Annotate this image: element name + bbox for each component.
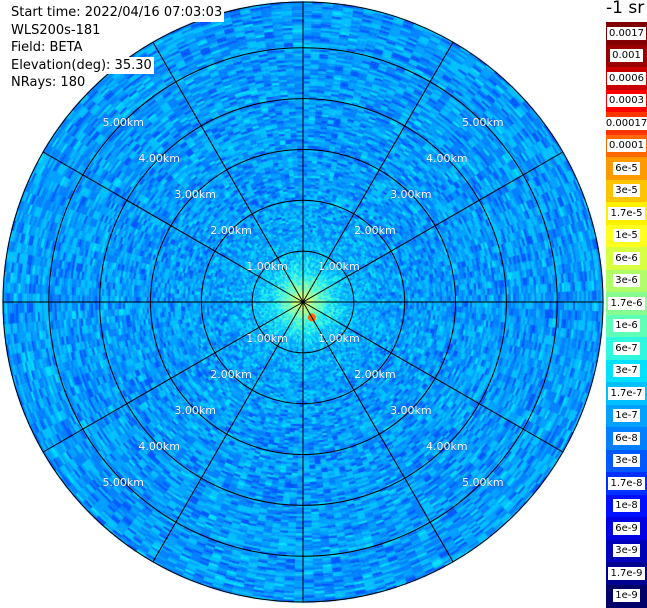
range-ring-label: 3.00km: [390, 188, 432, 201]
elevation-label: Elevation(deg): 35.30: [10, 56, 154, 74]
range-ring-label: 3.00km: [390, 404, 432, 417]
colorbar-tick-label: 3e-9: [613, 544, 640, 558]
range-ring-label: 4.00km: [426, 152, 468, 165]
range-ring-label: 1.00km: [318, 260, 360, 273]
colorbar-tick-label: 1.7e-7: [608, 386, 645, 400]
range-ring-label: 2.00km: [210, 368, 252, 381]
colorbar-tick-label: 0.0001: [607, 139, 646, 153]
field-label: Field: BETA: [10, 39, 85, 57]
range-ring-label: 4.00km: [138, 152, 180, 165]
colorbar-tick-label: 6e-6: [613, 251, 640, 265]
azimuth-spoke: [302, 41, 454, 303]
metadata-panel: Start time: 2022/04/16 07:03:03 WLS200s-…: [10, 4, 225, 92]
colorbar-tick-label: 0.0006: [607, 71, 646, 85]
range-ring-label: 1.00km: [318, 332, 360, 345]
instrument-label: WLS200s-181: [10, 21, 103, 39]
colorbar-tick-label: 6e-5: [613, 161, 640, 175]
colorbar-tick-label: 1.7e-5: [608, 206, 645, 220]
colorbar-tick-label: 1e-5: [613, 229, 640, 243]
ppi-overlay: 1.00km 1.00km 1.00km 1.00km 2.00km 2.00km 2.00…: [2, 1, 604, 603]
range-ring-label: 1.00km: [246, 260, 288, 273]
colorbar-tick-label: 3e-6: [613, 274, 640, 288]
range-ring-label: 4.00km: [426, 440, 468, 453]
azimuth-spoke: [302, 301, 564, 453]
range-ring-label: 3.00km: [174, 404, 216, 417]
colorbar-tick-label: 0.0017: [607, 26, 646, 40]
colorbar-tick-label: 3e-8: [613, 454, 640, 468]
nrays-label: NRays: 180: [10, 74, 88, 92]
range-ring-label: 1.00km: [246, 332, 288, 345]
colorbar-tick-label: 3e-7: [613, 364, 640, 378]
colorbar-tick-label: 6e-8: [613, 431, 640, 445]
colorbar-tick-label: 0.001: [610, 49, 643, 63]
colorbar-tick-label: 1.7e-9: [608, 566, 645, 580]
colorbar-tick-label: 1e-9: [613, 589, 640, 603]
start-time-label: Start time: 2022/04/16 07:03:03: [10, 4, 225, 22]
colorbar-tick-label: 3e-5: [613, 184, 640, 198]
azimuth-spoke: [152, 301, 304, 563]
colorbar-tick-label: 1.7e-8: [608, 476, 645, 490]
range-ring-label: 2.00km: [354, 224, 396, 237]
azimuth-spoke: [302, 151, 564, 303]
colorbar-tick-label: 6e-7: [613, 341, 640, 355]
azimuth-spoke: [42, 301, 304, 453]
range-ring-label: 5.00km: [102, 116, 144, 129]
range-ring-label: 2.00km: [354, 368, 396, 381]
azimuth-spoke: [152, 41, 304, 303]
range-ring-label: 5.00km: [462, 116, 504, 129]
colorbar-tick-label: 1e-6: [613, 319, 640, 333]
azimuth-spoke: [302, 301, 454, 563]
range-ring-label: 3.00km: [174, 188, 216, 201]
colorbar-tick-label: 1e-7: [613, 409, 640, 423]
range-ring-label: 2.00km: [210, 224, 252, 237]
colorbar-tick-label: 6e-9: [613, 521, 640, 535]
colorbar-tick-label: 0.00017: [603, 115, 647, 131]
range-ring-label: 4.00km: [138, 440, 180, 453]
colorbar-tick-label: 1.7e-6: [608, 296, 645, 310]
azimuth-spoke: [42, 151, 304, 303]
colorbar-title: -1 sr: [606, 0, 645, 18]
colorbar-tick-label: 0.0003: [607, 94, 646, 108]
colorbar: 0.0017 0.001 0.0006 0.0003 0.00017 0.0001 6e-5…: [603, 22, 647, 608]
range-ring-label: 5.00km: [462, 476, 504, 489]
range-ring-label: 5.00km: [102, 476, 144, 489]
colorbar-tick-label: 1e-8: [613, 499, 640, 513]
